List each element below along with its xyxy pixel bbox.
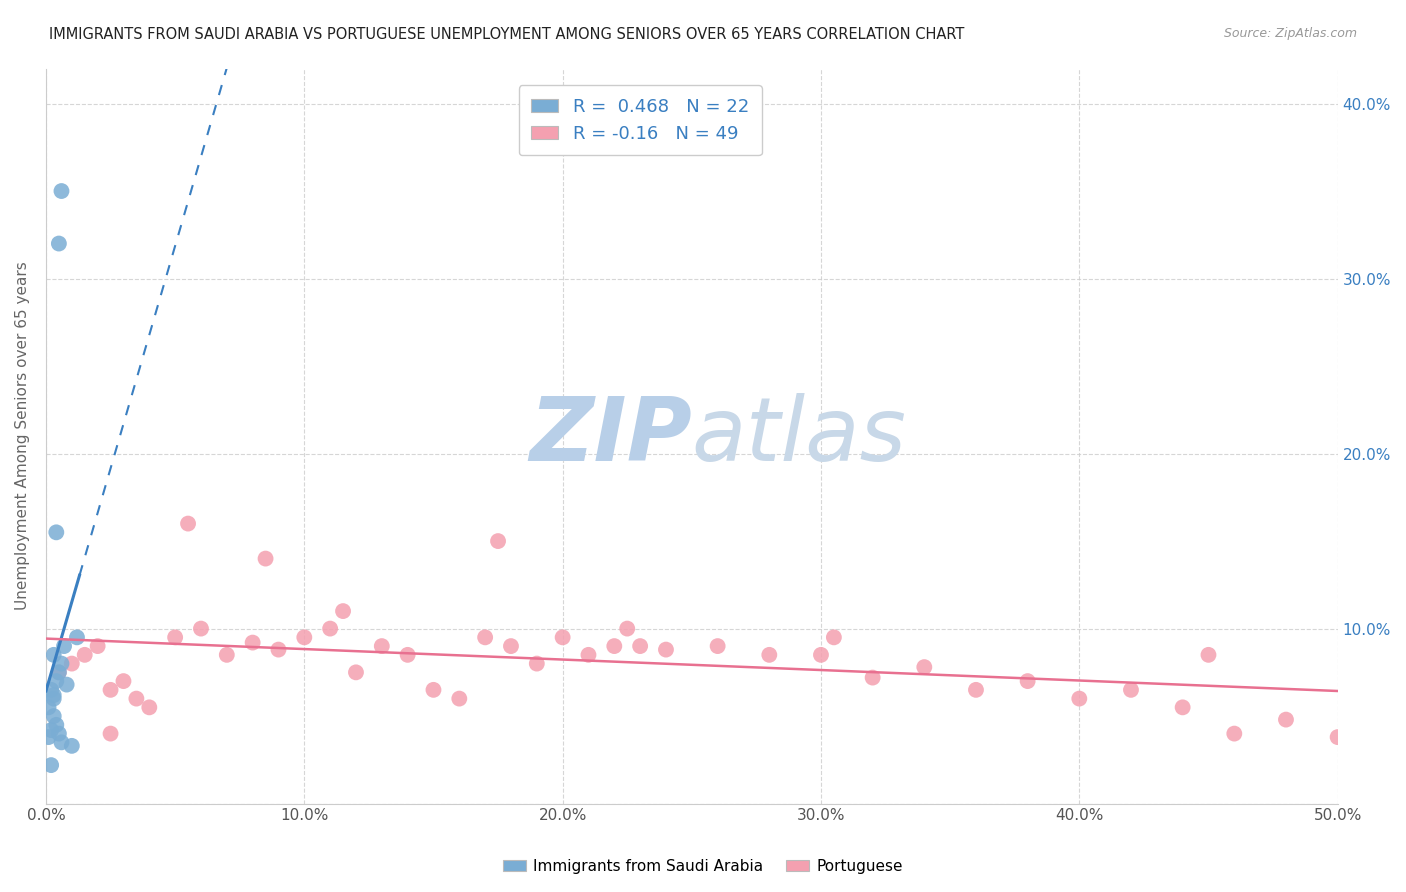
Point	[965, 682, 987, 697]
Point	[254, 551, 277, 566]
Text: IMMIGRANTS FROM SAUDI ARABIA VS PORTUGUESE UNEMPLOYMENT AMONG SENIORS OVER 65 YE: IMMIGRANTS FROM SAUDI ARABIA VS PORTUGUE…	[49, 27, 965, 42]
Point	[526, 657, 548, 671]
Point	[39, 723, 62, 738]
Point	[603, 639, 626, 653]
Point	[371, 639, 394, 653]
Point	[1275, 713, 1298, 727]
Point	[810, 648, 832, 662]
Point	[42, 688, 65, 702]
Point	[396, 648, 419, 662]
Point	[45, 525, 67, 540]
Point	[422, 682, 444, 697]
Point	[1119, 682, 1142, 697]
Point	[242, 635, 264, 649]
Point	[628, 639, 651, 653]
Point	[48, 726, 70, 740]
Point	[267, 642, 290, 657]
Point	[100, 726, 122, 740]
Point	[51, 735, 73, 749]
Point	[73, 648, 96, 662]
Point	[474, 631, 496, 645]
Point	[1326, 730, 1348, 744]
Point	[138, 700, 160, 714]
Point	[60, 739, 83, 753]
Point	[45, 718, 67, 732]
Point	[38, 730, 60, 744]
Point	[86, 639, 108, 653]
Point	[48, 236, 70, 251]
Point	[39, 758, 62, 772]
Point	[190, 622, 212, 636]
Point	[42, 691, 65, 706]
Point	[1017, 674, 1039, 689]
Point	[38, 700, 60, 714]
Text: Source: ZipAtlas.com: Source: ZipAtlas.com	[1223, 27, 1357, 40]
Point	[66, 631, 89, 645]
Point	[499, 639, 522, 653]
Legend: R =  0.468   N = 22, R = -0.16   N = 49: R = 0.468 N = 22, R = -0.16 N = 49	[519, 85, 762, 155]
Point	[39, 682, 62, 697]
Point	[578, 648, 600, 662]
Point	[1223, 726, 1246, 740]
Point	[344, 665, 367, 680]
Y-axis label: Unemployment Among Seniors over 65 years: Unemployment Among Seniors over 65 years	[15, 261, 30, 610]
Text: atlas: atlas	[692, 393, 907, 479]
Point	[706, 639, 728, 653]
Point	[758, 648, 780, 662]
Point	[55, 677, 77, 691]
Point	[1069, 691, 1091, 706]
Point	[53, 639, 76, 653]
Point	[292, 631, 315, 645]
Point	[862, 671, 884, 685]
Text: ZIP: ZIP	[529, 392, 692, 480]
Point	[42, 648, 65, 662]
Point	[51, 657, 73, 671]
Point	[319, 622, 342, 636]
Legend: Immigrants from Saudi Arabia, Portuguese: Immigrants from Saudi Arabia, Portuguese	[496, 853, 910, 880]
Point	[125, 691, 148, 706]
Point	[655, 642, 678, 657]
Point	[60, 657, 83, 671]
Point	[100, 682, 122, 697]
Point	[215, 648, 238, 662]
Point	[48, 665, 70, 680]
Point	[449, 691, 471, 706]
Point	[51, 184, 73, 198]
Point	[551, 631, 574, 645]
Point	[48, 665, 70, 680]
Point	[1198, 648, 1220, 662]
Point	[1171, 700, 1194, 714]
Point	[177, 516, 200, 531]
Point	[616, 622, 638, 636]
Point	[112, 674, 135, 689]
Point	[823, 631, 845, 645]
Point	[165, 631, 187, 645]
Point	[332, 604, 354, 618]
Point	[912, 660, 935, 674]
Point	[42, 709, 65, 723]
Point	[486, 534, 509, 549]
Point	[45, 674, 67, 689]
